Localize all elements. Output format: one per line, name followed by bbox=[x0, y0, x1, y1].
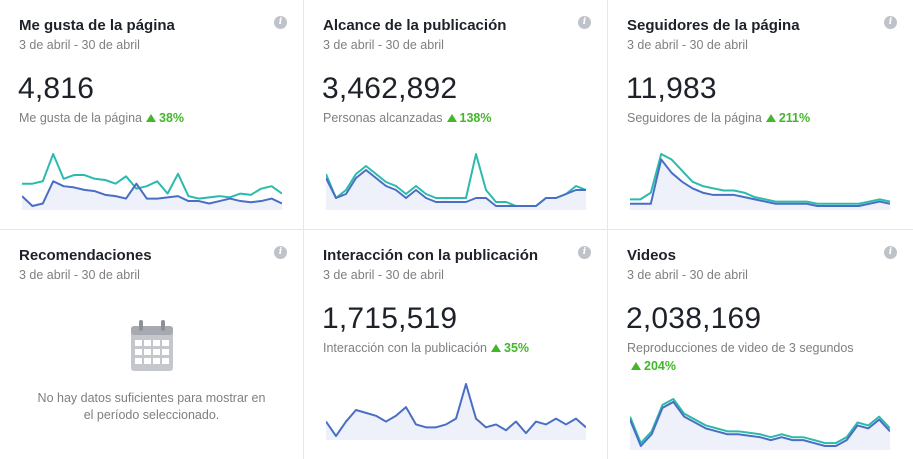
up-arrow-icon bbox=[631, 362, 641, 370]
info-icon[interactable]: i bbox=[884, 246, 897, 259]
metric-label-text: Personas alcanzadas bbox=[323, 111, 443, 125]
sparkline-chart bbox=[630, 153, 890, 210]
empty-state-line: No hay datos suficientes para mostrar en bbox=[37, 391, 266, 405]
delta-value: 204% bbox=[644, 359, 676, 373]
delta-value: 138% bbox=[459, 111, 492, 125]
delta-badge: 35% bbox=[491, 341, 529, 355]
card-title: Me gusta de la página bbox=[19, 17, 175, 34]
metric-label-text: Me gusta de la página bbox=[19, 111, 143, 125]
delta-badge: 38% bbox=[146, 111, 184, 125]
card-videos[interactable]: Videos 3 de abril - 30 de abril i 2,038,… bbox=[608, 230, 913, 459]
empty-state-line: el período seleccionado. bbox=[83, 408, 220, 422]
sparkline-chart bbox=[326, 383, 586, 440]
sparkline-area bbox=[630, 159, 890, 210]
card-title: Seguidores de la página bbox=[627, 17, 800, 34]
empty-state-message: No hay datos suficientes para mostrar en… bbox=[0, 390, 303, 424]
sparkline-teal bbox=[22, 153, 282, 200]
card-title: Alcance de la publicación bbox=[323, 17, 507, 34]
sparkline-chart bbox=[630, 398, 890, 450]
metric-label-text: Seguidores de la página bbox=[627, 111, 762, 125]
calendar-icon bbox=[131, 320, 173, 371]
card-post-reach[interactable]: Alcance de la publicación 3 de abril - 3… bbox=[304, 0, 607, 229]
card-page-followers[interactable]: Seguidores de la página 3 de abril - 30 … bbox=[608, 0, 913, 229]
card-title: Videos bbox=[627, 247, 676, 264]
metric-label: Personas alcanzadas 138% bbox=[323, 111, 492, 125]
delta-badge: 204% bbox=[627, 359, 676, 373]
card-date-range: 3 de abril - 30 de abril bbox=[19, 38, 140, 52]
metric-label-text: Interacción con la publicación bbox=[323, 341, 487, 355]
sparkline-blue bbox=[630, 400, 890, 447]
info-icon[interactable]: i bbox=[578, 246, 591, 259]
info-icon[interactable]: i bbox=[274, 16, 287, 29]
delta-badge: 138% bbox=[446, 111, 492, 125]
metric-label: Interacción con la publicación 35% bbox=[323, 341, 529, 355]
sparkline-area bbox=[326, 170, 586, 210]
sparkline-area bbox=[630, 401, 890, 450]
sparkline-blue bbox=[22, 180, 282, 207]
metric-value: 2,038,169 bbox=[626, 302, 762, 335]
card-date-range: 3 de abril - 30 de abril bbox=[627, 268, 748, 282]
delta-value: 35% bbox=[504, 341, 530, 355]
sparkline-blue bbox=[326, 383, 586, 437]
metric-label: Me gusta de la página 38% bbox=[19, 111, 184, 125]
delta-value: 38% bbox=[159, 111, 185, 125]
metric-label: Reproducciones de video de 3 segundos bbox=[627, 341, 854, 355]
metric-value: 11,983 bbox=[626, 72, 717, 105]
card-title: Interacción con la publicación bbox=[323, 247, 539, 264]
sparkline-teal bbox=[630, 153, 890, 205]
sparkline-chart bbox=[22, 153, 282, 210]
up-arrow-icon bbox=[146, 114, 157, 122]
info-icon[interactable]: i bbox=[274, 246, 287, 259]
up-arrow-icon bbox=[491, 344, 501, 352]
delta-value-wrapper: 204% bbox=[631, 359, 676, 373]
sparkline-area bbox=[22, 181, 282, 210]
sparkline-blue bbox=[326, 169, 586, 207]
card-title: Recomendaciones bbox=[19, 247, 152, 264]
sparkline-chart bbox=[326, 153, 586, 210]
delta-value: 211% bbox=[778, 111, 811, 125]
sparkline-blue bbox=[630, 158, 890, 207]
metric-value: 4,816 bbox=[18, 72, 95, 105]
info-icon[interactable]: i bbox=[578, 16, 591, 29]
card-date-range: 3 de abril - 30 de abril bbox=[323, 268, 444, 282]
up-arrow-icon bbox=[446, 114, 457, 122]
card-date-range: 3 de abril - 30 de abril bbox=[19, 268, 140, 282]
metric-value: 1,715,519 bbox=[322, 302, 458, 335]
info-icon[interactable]: i bbox=[884, 16, 897, 29]
row-divider bbox=[0, 229, 913, 230]
metric-label: Seguidores de la página 211% bbox=[627, 111, 810, 125]
card-post-engagement[interactable]: Interacción con la publicación 3 de abri… bbox=[304, 230, 607, 459]
card-recommendations[interactable]: Recomendaciones 3 de abril - 30 de abril… bbox=[0, 230, 303, 459]
up-arrow-icon bbox=[765, 114, 776, 122]
sparkline-area bbox=[326, 384, 586, 440]
card-date-range: 3 de abril - 30 de abril bbox=[323, 38, 444, 52]
card-date-range: 3 de abril - 30 de abril bbox=[627, 38, 748, 52]
sparkline-teal bbox=[630, 398, 890, 445]
card-page-likes[interactable]: Me gusta de la página 3 de abril - 30 de… bbox=[0, 0, 303, 229]
delta-badge: 211% bbox=[765, 111, 811, 125]
metric-value: 3,462,892 bbox=[322, 72, 458, 105]
